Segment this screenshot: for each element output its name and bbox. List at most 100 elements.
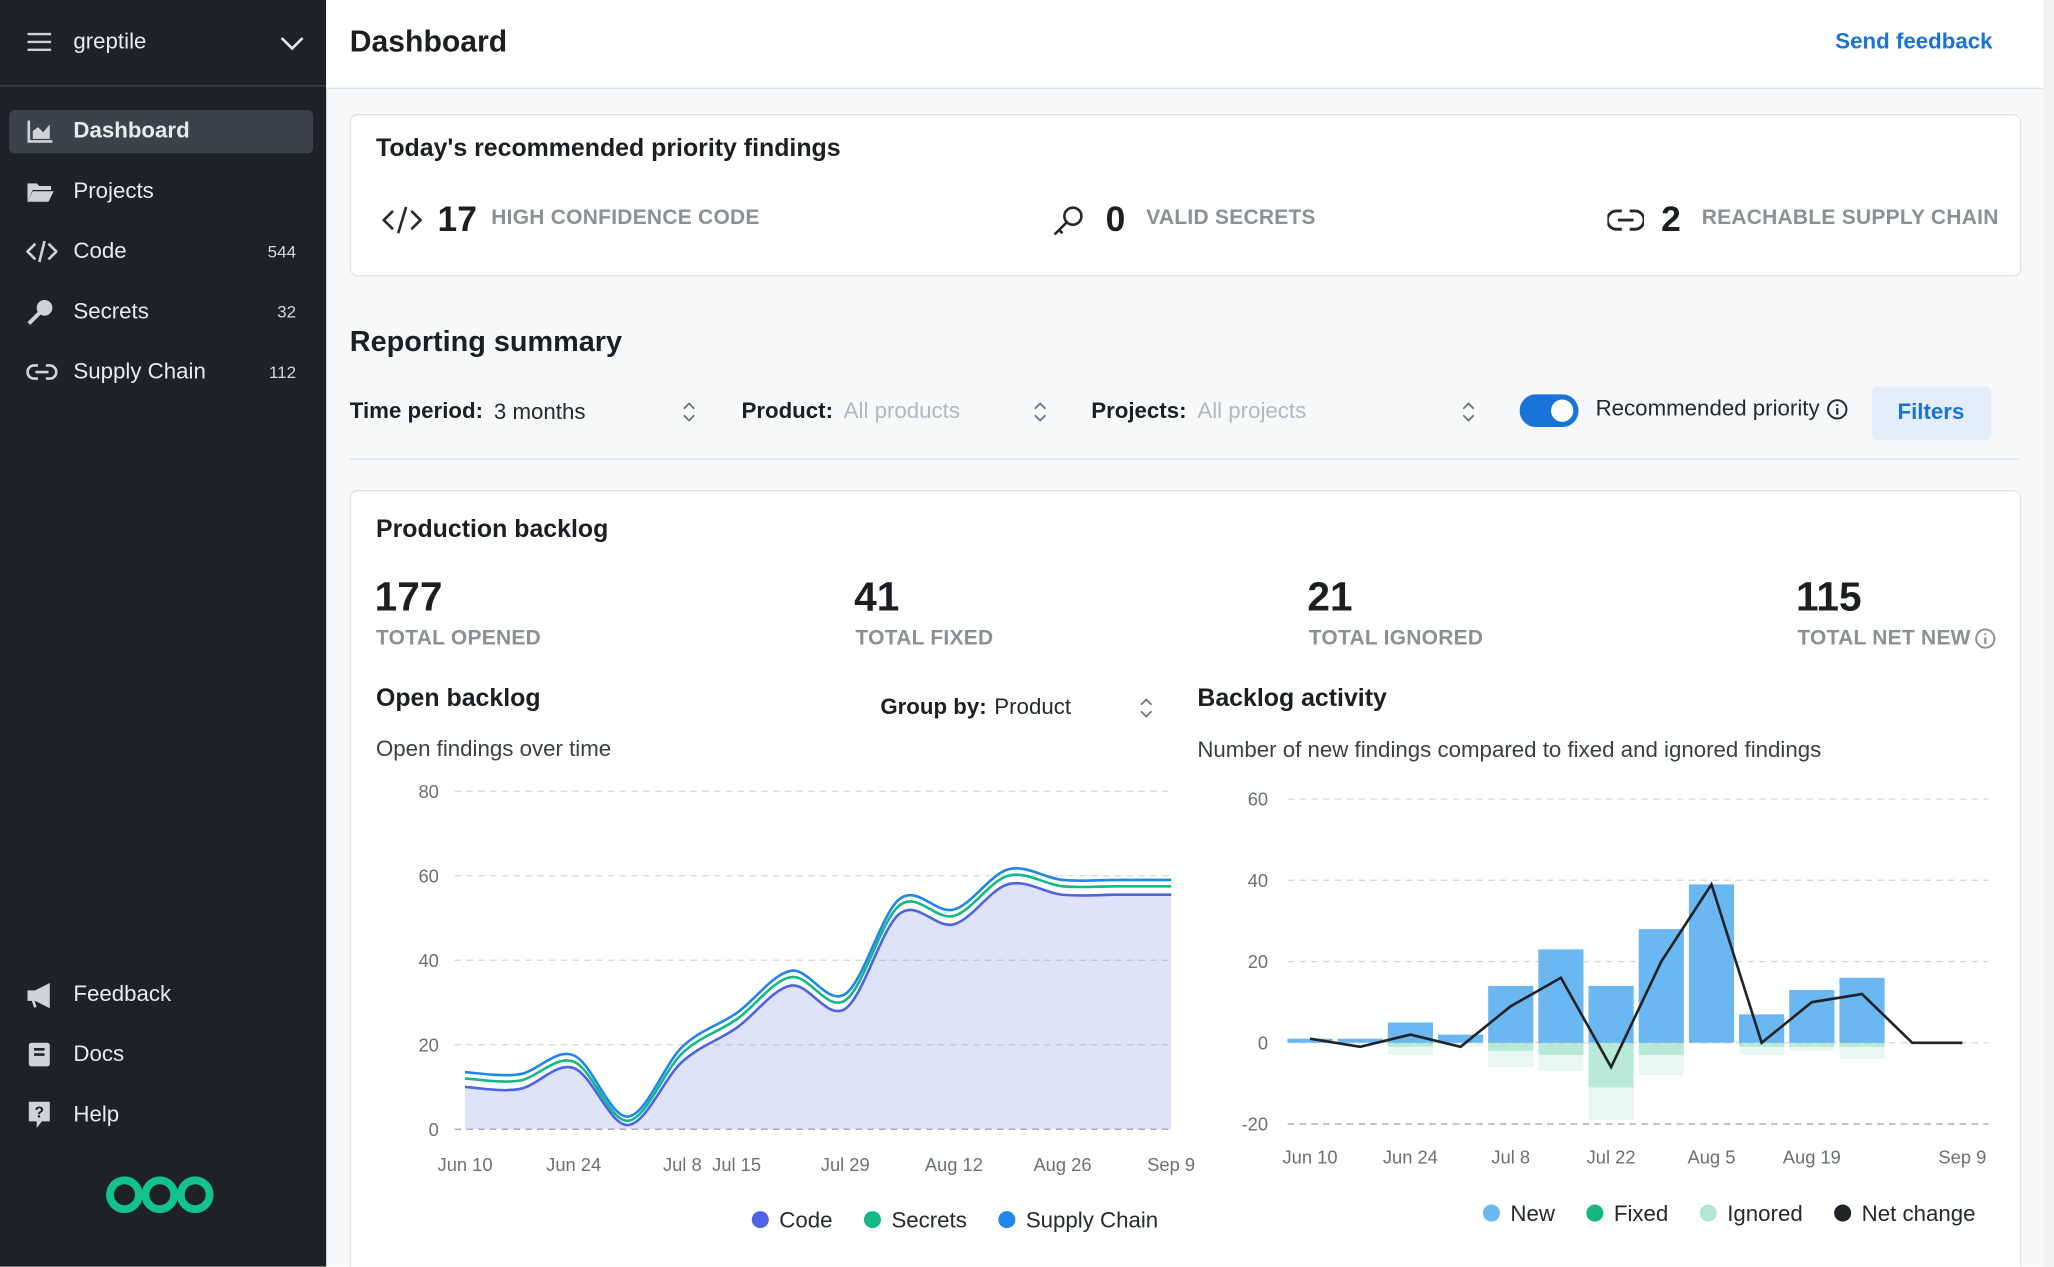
stat-value: 177 [374, 573, 443, 620]
chart-title: Open backlog [375, 685, 541, 713]
legend-label: Net change [1862, 1201, 1976, 1226]
logo[interactable] [105, 1174, 218, 1219]
select-chevron[interactable] [1140, 698, 1153, 718]
bar [1839, 1042, 1885, 1047]
x-tick-label: Aug 26 [1033, 1154, 1091, 1175]
nav-item[interactable]: Code [73, 238, 127, 264]
filter-placeholder[interactable]: All projects [1197, 398, 1307, 424]
menu-icon[interactable] [26, 31, 52, 52]
y-tick-label: 0 [429, 1119, 439, 1140]
org-name[interactable]: greptile [73, 28, 147, 54]
x-tick-label: Sep 9 [1147, 1154, 1195, 1175]
net-line [1309, 881, 1963, 1070]
y-tick-label: 60 [418, 865, 438, 886]
bar [1739, 1014, 1785, 1043]
legend-dot [1586, 1204, 1604, 1222]
y-tick-label: 80 [418, 781, 438, 802]
y-tick-label: 40 [418, 950, 438, 971]
y-tick-label: -20 [1242, 1114, 1269, 1135]
nav-item[interactable]: Feedback [73, 981, 172, 1007]
filter-placeholder[interactable]: All products [843, 398, 961, 424]
toggle[interactable] [1519, 394, 1579, 428]
sidebar: greptile Dashboard Projects Code 544 Sec… [0, 0, 327, 1267]
x-tick-label: Jun 24 [1383, 1146, 1438, 1167]
card-title: Production backlog [375, 516, 609, 544]
info-icon[interactable] [1826, 398, 1848, 420]
x-tick-label: Jun 10 [1282, 1146, 1337, 1167]
bar [1739, 1042, 1785, 1047]
link-icon [1607, 209, 1645, 231]
filter-label: Time period: [349, 398, 484, 424]
finding-label: HIGH CONFIDENCE CODE [491, 206, 760, 230]
feedback-icon [27, 983, 50, 1009]
stat-label: TOTAL IGNORED [1308, 627, 1484, 650]
stat-label: TOTAL NET NEW [1797, 627, 1971, 650]
x-tick-label: Jul 8 [1491, 1146, 1530, 1167]
x-tick-label: Jun 24 [546, 1154, 601, 1175]
bar [1488, 1042, 1534, 1051]
select-chevron[interactable] [1462, 402, 1475, 422]
code-icon [26, 240, 58, 263]
bar [1739, 1046, 1785, 1055]
nav-item[interactable]: Projects [73, 178, 154, 204]
y-tick-label: 20 [418, 1034, 438, 1055]
nav-count: 32 [277, 301, 297, 322]
filters-button[interactable] [1871, 386, 1992, 441]
filter-label: Product: [741, 398, 834, 424]
x-tick-label: Jun 10 [438, 1154, 493, 1175]
bar [1538, 949, 1584, 1043]
legend-label: New [1510, 1201, 1555, 1226]
finding-label: REACHABLE SUPPLY CHAIN [1701, 206, 1999, 230]
legend-label: Ignored [1727, 1201, 1802, 1226]
legend-dot [1834, 1204, 1852, 1222]
docs-icon [28, 1042, 50, 1067]
bar [1287, 1038, 1333, 1043]
x-tick-label: Jul 15 [712, 1154, 761, 1175]
x-tick-label: Jul 29 [821, 1154, 870, 1175]
chart-subtitle: Open findings over time [375, 736, 612, 762]
legend-label: Supply Chain [1026, 1207, 1158, 1232]
nav-item[interactable]: Supply Chain [73, 358, 206, 384]
select-chevron[interactable] [1034, 402, 1047, 422]
x-tick-label: Jul 8 [663, 1154, 702, 1175]
nav-item[interactable]: Secrets [73, 298, 149, 324]
divider [0, 85, 327, 87]
help-icon: ? [28, 1101, 50, 1128]
bar [1638, 1042, 1684, 1055]
filters-button-label[interactable]: Filters [1897, 399, 1965, 425]
stat-value: 41 [854, 573, 900, 620]
group-by-label: Group by: [880, 694, 987, 720]
toggle-label: Recommended priority [1595, 395, 1820, 421]
select-chevron[interactable] [683, 402, 696, 422]
card-title: Today's recommended priority findings [375, 134, 841, 163]
bar [1387, 1042, 1433, 1047]
nav-item[interactable]: Help [73, 1101, 120, 1127]
x-tick-label: Sep 9 [1938, 1146, 1986, 1167]
x-tick-label: Aug 19 [1783, 1146, 1841, 1167]
svg-text:?: ? [35, 1104, 45, 1121]
send-feedback[interactable]: Send feedback [1835, 28, 1993, 54]
bar [1789, 1046, 1835, 1051]
filter-value[interactable]: 3 months [493, 399, 586, 425]
nav-count: 112 [268, 362, 297, 382]
supply-chain-icon [26, 364, 58, 380]
legend-label: Secrets [891, 1207, 966, 1232]
projects-icon [27, 183, 54, 202]
info-icon[interactable] [1974, 627, 1996, 649]
bar [1488, 1050, 1534, 1068]
group-by-value[interactable]: Product [994, 694, 1072, 720]
org-chevron[interactable] [279, 34, 305, 52]
bar [1488, 985, 1534, 1043]
stat-label: TOTAL FIXED [855, 627, 994, 650]
section-title: Reporting summary [349, 324, 623, 358]
bar [1538, 1042, 1584, 1055]
nav-item[interactable]: Docs [73, 1041, 125, 1067]
bar [1437, 1034, 1484, 1043]
bar [1688, 884, 1735, 1043]
stat-value: 115 [1796, 573, 1862, 620]
nav-item[interactable]: Dashboard [73, 117, 190, 143]
divider [349, 458, 2021, 460]
active-nav-bg [9, 110, 314, 154]
